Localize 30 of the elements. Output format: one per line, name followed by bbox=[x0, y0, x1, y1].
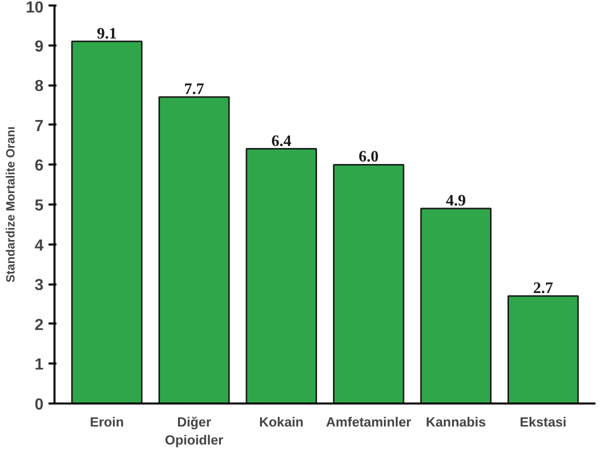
bar bbox=[158, 96, 230, 404]
y-tick-label: 3 bbox=[34, 277, 44, 294]
data-label: 9.1 bbox=[96, 25, 117, 42]
bar bbox=[332, 164, 404, 404]
y-tick-label: 9 bbox=[34, 38, 44, 56]
y-tick-label: 7 bbox=[34, 118, 44, 135]
x-tick-label: Diğer Opioidler bbox=[164, 414, 224, 448]
bar bbox=[71, 40, 143, 404]
x-tick-label: Kokain bbox=[259, 414, 304, 430]
y-tick-label: 0 bbox=[34, 396, 44, 414]
bar bbox=[420, 208, 492, 404]
x-tick-label: Amfetaminler bbox=[326, 414, 412, 430]
bar bbox=[507, 295, 579, 404]
data-label: 4.9 bbox=[446, 192, 466, 210]
data-label: 2.7 bbox=[533, 280, 554, 298]
y-tick-label: 4 bbox=[34, 237, 44, 254]
y-tick-label: 1 bbox=[34, 356, 44, 374]
x-tick-label: Ekstasi bbox=[520, 414, 566, 430]
data-label: 7.7 bbox=[184, 81, 204, 98]
y-tick-label: 5 bbox=[34, 198, 44, 214]
x-tick-label: Eroin bbox=[90, 414, 124, 430]
y-tick-label: 2 bbox=[34, 316, 44, 334]
data-label: 6.4 bbox=[271, 132, 292, 150]
y-tick-label: 10 bbox=[26, 0, 44, 16]
bar bbox=[246, 148, 318, 404]
data-label: 6.0 bbox=[358, 148, 379, 166]
y-tick-label: 6 bbox=[34, 158, 44, 175]
y-tick-label: 8 bbox=[34, 78, 44, 96]
y-axis-title: Standardize Mortalite Oranı bbox=[4, 126, 18, 283]
x-tick-label: Kannabis bbox=[426, 414, 486, 430]
